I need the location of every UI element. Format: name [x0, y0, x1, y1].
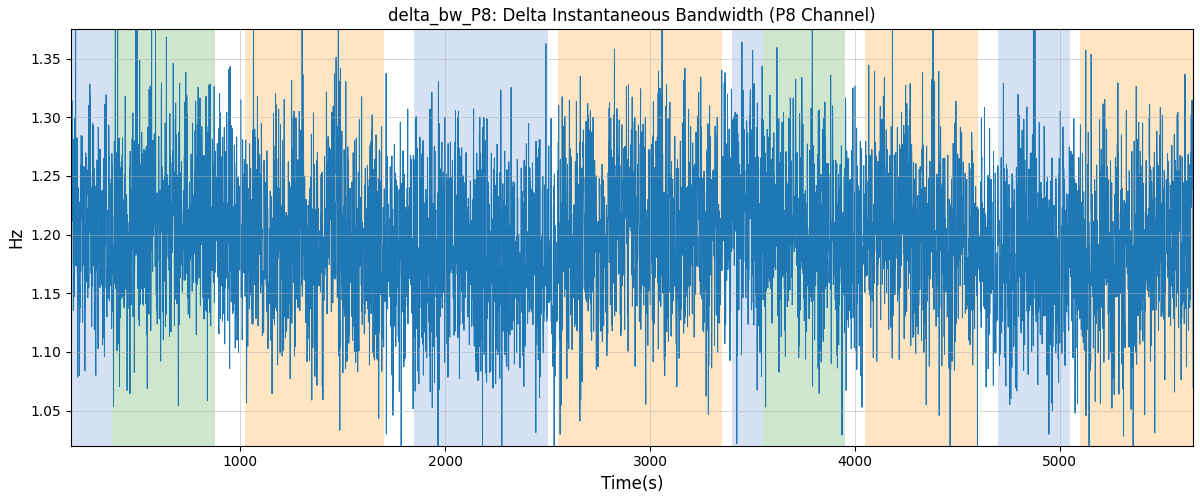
Bar [1080, 30, 1193, 446]
Bar [414, 30, 547, 446]
Bar [71, 30, 112, 446]
Bar [763, 30, 845, 446]
Bar [112, 30, 215, 446]
Title: delta_bw_P8: Delta Instantaneous Bandwidth (P8 Channel): delta_bw_P8: Delta Instantaneous Bandwid… [389, 7, 876, 25]
Y-axis label: Hz: Hz [7, 227, 25, 248]
Bar [865, 30, 978, 446]
Bar [998, 30, 1070, 446]
X-axis label: Time(s): Time(s) [601, 475, 664, 493]
Bar [558, 30, 721, 446]
Bar [732, 30, 763, 446]
Bar [245, 30, 384, 446]
